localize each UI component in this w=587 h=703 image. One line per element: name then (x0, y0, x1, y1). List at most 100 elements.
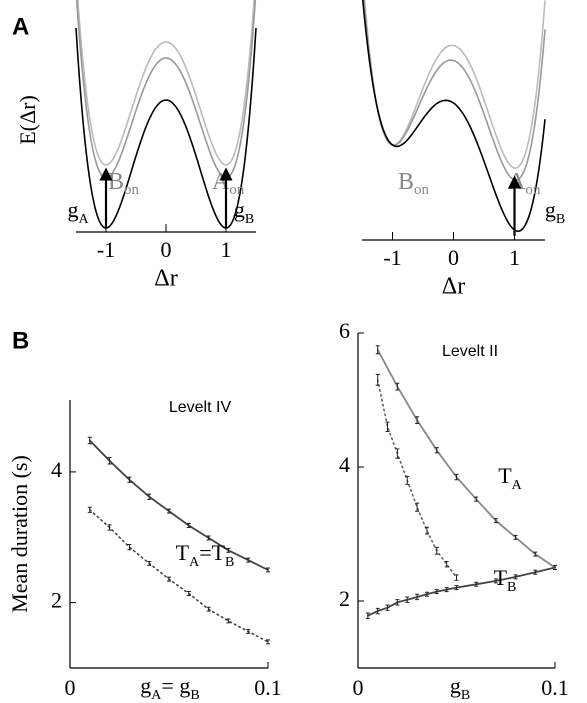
error-bar (553, 564, 557, 571)
x-tick-label: 1 (221, 237, 232, 262)
well-label-part: on (525, 182, 541, 198)
x-axis-label: Δr (442, 274, 465, 300)
arrow-label: gA (67, 197, 89, 227)
annotation: TB (494, 565, 517, 595)
error-bar (454, 574, 459, 581)
y-tick-label: 6 (339, 318, 350, 343)
error-bar (167, 508, 171, 514)
error-bar (246, 628, 251, 634)
error-bar (415, 593, 420, 601)
error-bar (493, 518, 498, 524)
error-bar (444, 560, 449, 568)
arrow-label-part: B (556, 212, 565, 227)
x-axis-label: gB (450, 673, 470, 703)
series-line (88, 439, 269, 571)
well-label-part: on (229, 182, 245, 198)
x-tick-label: -1 (383, 245, 401, 270)
error-bar (147, 493, 152, 500)
error-bar (415, 502, 420, 512)
arrow-label-part: g (234, 197, 245, 222)
x-axis-label: Δr (154, 266, 177, 292)
error-bar (385, 421, 390, 432)
error-bar (454, 473, 459, 481)
y-tick-label: 4 (339, 452, 350, 477)
arrow-label-part: B (245, 212, 254, 227)
error-bar (375, 607, 380, 615)
error-bar (444, 587, 449, 593)
error-bar (454, 585, 459, 591)
x-tick-label: 0 (353, 675, 364, 700)
y-axis-label: Mean duration (s) (7, 455, 32, 613)
x-axis-label-part: g (140, 673, 151, 698)
error-bar (395, 448, 400, 459)
annotation-part: A (189, 555, 200, 570)
y-tick-label: 2 (339, 586, 350, 611)
annotation-part: =T (199, 540, 225, 565)
error-bar (266, 567, 270, 573)
annotation-part: T (494, 565, 508, 590)
error-bar (424, 591, 429, 597)
annotation: TA=TB (176, 540, 235, 570)
arrow-label-part: A (78, 212, 89, 227)
error-bar (395, 599, 400, 606)
error-bar (493, 578, 498, 584)
x-axis-label-part: B (190, 688, 199, 703)
error-bar (206, 606, 211, 612)
arrow-label: gB (234, 197, 254, 227)
y-tick-label: 4 (51, 457, 62, 482)
error-bar (434, 447, 439, 454)
error-bar (474, 496, 479, 502)
potential-curve (361, 0, 546, 233)
error-bar (474, 581, 479, 587)
arrow-label-part: g (67, 197, 78, 222)
error-bar (107, 457, 112, 465)
annotation-part: A (512, 478, 523, 493)
error-bar (513, 574, 518, 580)
x-axis-label-part: B (461, 688, 470, 703)
y-axis-label: E(Δr) (15, 95, 40, 145)
series-line (367, 566, 556, 617)
potential-curve (75, 0, 257, 179)
error-bar (186, 523, 191, 528)
error-bar (405, 596, 410, 603)
error-bar (375, 374, 380, 386)
error-bar (107, 524, 112, 531)
well-label-part: B (108, 169, 124, 195)
x-tick-label: -1 (97, 237, 115, 262)
error-bar (147, 560, 152, 566)
x-tick-label: 1 (509, 245, 520, 270)
well-label-part: on (414, 182, 430, 198)
error-bar (533, 551, 538, 557)
annotation-part: T (176, 540, 190, 565)
x-axis-label-part: = g (161, 673, 190, 698)
x-axis-label: gA= gB (140, 673, 199, 703)
error-bar (246, 557, 251, 563)
well-label: Bon (108, 169, 140, 199)
well-label-part: on (124, 182, 140, 198)
x-tick-label: 0 (65, 675, 76, 700)
arrow-label: gB (545, 197, 565, 227)
well-label: Aon (508, 169, 541, 199)
annotation-part: T (498, 463, 512, 488)
x-axis-label-part: g (450, 673, 461, 698)
error-bar (127, 476, 132, 483)
error-bar (365, 612, 370, 619)
potential-curve (77, 0, 255, 166)
error-bar (405, 475, 410, 485)
error-bar (434, 589, 439, 595)
well-label-part: A (508, 169, 526, 195)
series-line (89, 509, 269, 643)
error-bar (186, 591, 191, 596)
error-bar (395, 382, 400, 391)
annotation-part: B (507, 580, 516, 595)
error-bar (87, 506, 92, 513)
well-label: Bon (398, 169, 430, 199)
error-bar (434, 546, 439, 555)
y-tick-label: 2 (51, 588, 62, 613)
well-label: Aon (212, 169, 245, 199)
error-bar (424, 526, 429, 535)
chart-title: Levelt II (442, 343, 498, 360)
potential-curve (363, 0, 546, 181)
well-label-part: A (212, 169, 230, 195)
